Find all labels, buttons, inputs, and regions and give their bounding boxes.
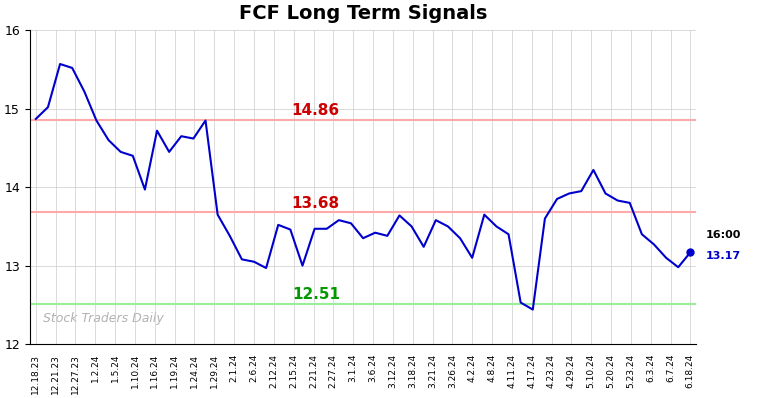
Text: 12.51: 12.51	[292, 287, 339, 302]
Text: Stock Traders Daily: Stock Traders Daily	[43, 312, 164, 325]
Title: FCF Long Term Signals: FCF Long Term Signals	[239, 4, 488, 23]
Text: 16:00: 16:00	[706, 230, 742, 240]
Point	[684, 249, 697, 256]
Text: 13.68: 13.68	[292, 195, 340, 211]
Text: 14.86: 14.86	[292, 103, 340, 118]
Text: 13.17: 13.17	[706, 251, 741, 261]
